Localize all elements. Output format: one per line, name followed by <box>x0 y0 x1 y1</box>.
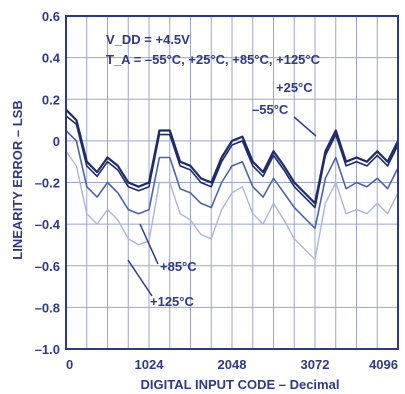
pointer-plus85 <box>139 223 159 265</box>
series-line-3 <box>65 150 399 261</box>
x-tick-label: 2048 <box>218 357 247 372</box>
label-minus55: –55°C <box>252 102 289 117</box>
y-axis-label: LINEARITY ERROR – LSB <box>10 100 25 259</box>
y-tick-label: –1.0 <box>35 342 60 357</box>
tick-labels: 0.6 0.4 0.2 0 –0.2 –0.4 –0.6 –0.8 –1.0 0 1024 2048 3… <box>35 9 398 372</box>
y-tick-label: –0.8 <box>35 300 60 315</box>
y-tick-label: –0.6 <box>35 259 60 274</box>
y-tick-label: 0.6 <box>42 9 60 24</box>
y-tick-label: 0 <box>53 134 60 149</box>
pointer-plus125 <box>127 259 153 297</box>
y-tick-label: 0.2 <box>42 92 60 107</box>
label-plus25: +25°C <box>276 80 313 95</box>
series-layer <box>65 108 399 261</box>
condition-ta: T_A = –55°C, +25°C, +85°C, +125°C <box>106 52 321 67</box>
annotation-plus85: +85°C <box>139 223 197 274</box>
label-plus85: +85°C <box>160 259 197 274</box>
plot-frame <box>65 15 399 350</box>
condition-vdd: V_DD = +4.5V <box>106 32 190 47</box>
series-line-2 <box>65 129 399 230</box>
annotation-plus25: +25°C <box>276 80 313 95</box>
annotation-minus55: –55°C <box>252 102 317 137</box>
y-tick-label: –0.2 <box>35 176 60 191</box>
x-tick-label: 4096 <box>369 357 398 372</box>
series-line-1 <box>65 115 399 209</box>
annotation-plus125: +125°C <box>127 259 194 309</box>
y-tick-label: 0.4 <box>42 51 61 66</box>
x-axis-label: DIGITAL INPUT CODE – Decimal <box>141 377 340 392</box>
label-plus125: +125°C <box>150 294 194 309</box>
series-line-0 <box>65 108 399 205</box>
x-tick-label: 3072 <box>301 357 330 372</box>
y-tick-label: –0.4 <box>35 217 61 232</box>
x-tick-label: 0 <box>66 357 73 372</box>
pointer-minus55 <box>293 116 317 137</box>
x-tick-label: 1024 <box>135 357 165 372</box>
